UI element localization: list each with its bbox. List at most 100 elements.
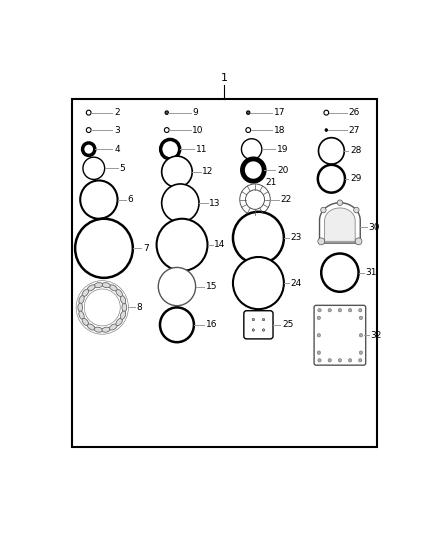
Circle shape bbox=[83, 157, 105, 180]
Circle shape bbox=[317, 351, 321, 354]
Circle shape bbox=[328, 309, 332, 312]
Circle shape bbox=[252, 329, 254, 331]
Circle shape bbox=[233, 212, 284, 264]
Text: 18: 18 bbox=[274, 126, 285, 134]
Circle shape bbox=[164, 127, 169, 133]
Ellipse shape bbox=[78, 303, 83, 312]
Circle shape bbox=[318, 238, 325, 245]
Ellipse shape bbox=[79, 295, 84, 304]
Circle shape bbox=[337, 200, 343, 206]
Text: 29: 29 bbox=[350, 174, 361, 183]
FancyBboxPatch shape bbox=[314, 305, 366, 365]
Text: 5: 5 bbox=[119, 164, 125, 173]
Circle shape bbox=[321, 207, 326, 213]
Text: 26: 26 bbox=[348, 108, 360, 117]
Ellipse shape bbox=[82, 318, 88, 326]
Text: 11: 11 bbox=[196, 144, 207, 154]
Circle shape bbox=[328, 359, 332, 362]
Circle shape bbox=[262, 318, 265, 321]
Ellipse shape bbox=[120, 295, 126, 304]
Circle shape bbox=[86, 127, 91, 133]
Ellipse shape bbox=[122, 303, 127, 312]
Ellipse shape bbox=[94, 327, 102, 332]
Circle shape bbox=[243, 159, 264, 181]
PathPatch shape bbox=[320, 203, 360, 243]
Circle shape bbox=[338, 359, 342, 362]
Bar bbox=[72, 99, 377, 447]
Text: 19: 19 bbox=[277, 144, 289, 154]
Circle shape bbox=[318, 165, 345, 192]
Text: 28: 28 bbox=[350, 147, 361, 156]
Circle shape bbox=[359, 334, 363, 337]
FancyBboxPatch shape bbox=[244, 311, 273, 339]
Circle shape bbox=[252, 318, 254, 321]
Ellipse shape bbox=[102, 282, 110, 288]
Circle shape bbox=[318, 359, 321, 362]
Text: 2: 2 bbox=[114, 108, 120, 117]
Text: 1: 1 bbox=[221, 73, 228, 83]
Text: 32: 32 bbox=[371, 331, 382, 340]
Circle shape bbox=[359, 359, 362, 362]
Ellipse shape bbox=[87, 324, 95, 330]
Ellipse shape bbox=[94, 282, 102, 288]
Text: 22: 22 bbox=[280, 195, 292, 204]
Text: 20: 20 bbox=[277, 166, 289, 174]
Circle shape bbox=[317, 316, 321, 320]
Text: 16: 16 bbox=[206, 320, 217, 329]
Circle shape bbox=[359, 309, 362, 312]
Text: 21: 21 bbox=[265, 177, 276, 187]
Text: 4: 4 bbox=[114, 144, 120, 154]
Text: 17: 17 bbox=[274, 108, 285, 117]
Circle shape bbox=[359, 351, 363, 354]
Text: 31: 31 bbox=[365, 268, 377, 277]
Circle shape bbox=[240, 184, 270, 215]
Circle shape bbox=[325, 128, 328, 132]
Ellipse shape bbox=[110, 324, 117, 330]
Text: 10: 10 bbox=[192, 126, 204, 134]
Circle shape bbox=[233, 257, 284, 309]
Ellipse shape bbox=[120, 311, 126, 319]
Text: 24: 24 bbox=[291, 279, 302, 288]
Circle shape bbox=[318, 309, 321, 312]
Circle shape bbox=[86, 110, 91, 115]
Text: 3: 3 bbox=[114, 126, 120, 134]
Text: 27: 27 bbox=[348, 126, 360, 134]
Text: 9: 9 bbox=[192, 108, 198, 117]
Circle shape bbox=[348, 359, 352, 362]
Circle shape bbox=[247, 111, 250, 115]
Circle shape bbox=[162, 156, 192, 188]
Ellipse shape bbox=[79, 311, 84, 319]
Circle shape bbox=[165, 111, 169, 115]
Text: 12: 12 bbox=[202, 167, 214, 176]
Circle shape bbox=[355, 238, 362, 245]
Circle shape bbox=[324, 110, 328, 115]
Circle shape bbox=[262, 329, 265, 331]
Circle shape bbox=[83, 143, 95, 156]
Circle shape bbox=[162, 184, 199, 222]
Circle shape bbox=[317, 334, 321, 337]
Ellipse shape bbox=[87, 285, 95, 291]
Circle shape bbox=[353, 207, 359, 213]
Text: 30: 30 bbox=[369, 223, 380, 232]
Circle shape bbox=[246, 127, 251, 133]
Circle shape bbox=[75, 219, 133, 278]
Circle shape bbox=[158, 268, 196, 306]
Text: 8: 8 bbox=[136, 303, 142, 312]
Text: 23: 23 bbox=[291, 233, 302, 243]
Circle shape bbox=[318, 138, 344, 164]
Circle shape bbox=[161, 140, 180, 159]
Ellipse shape bbox=[116, 318, 123, 326]
Ellipse shape bbox=[110, 285, 117, 291]
Circle shape bbox=[241, 139, 262, 159]
Ellipse shape bbox=[82, 289, 88, 296]
Circle shape bbox=[338, 309, 342, 312]
Circle shape bbox=[348, 309, 352, 312]
Circle shape bbox=[246, 190, 265, 209]
Circle shape bbox=[80, 181, 117, 219]
Circle shape bbox=[321, 254, 359, 292]
Text: 13: 13 bbox=[209, 199, 221, 207]
Text: 14: 14 bbox=[214, 240, 226, 249]
Text: 7: 7 bbox=[143, 244, 149, 253]
Circle shape bbox=[156, 219, 208, 271]
Ellipse shape bbox=[116, 289, 123, 296]
